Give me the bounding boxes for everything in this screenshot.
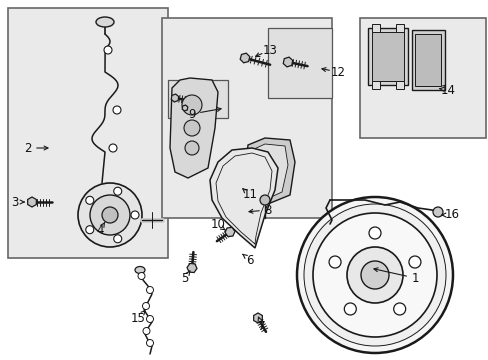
- Polygon shape: [170, 78, 218, 178]
- Bar: [267, 28, 331, 98]
- Bar: [8, 8, 168, 258]
- Circle shape: [183, 120, 200, 136]
- Polygon shape: [244, 138, 294, 208]
- Text: 12: 12: [330, 66, 345, 78]
- Bar: [371, 81, 379, 89]
- Circle shape: [85, 226, 94, 234]
- Circle shape: [304, 204, 445, 346]
- Circle shape: [102, 207, 118, 223]
- Circle shape: [408, 256, 420, 268]
- Bar: [359, 18, 485, 138]
- Circle shape: [142, 302, 149, 310]
- Text: 11: 11: [242, 189, 257, 202]
- Circle shape: [260, 195, 269, 205]
- Text: 7: 7: [258, 320, 265, 333]
- Text: 14: 14: [440, 84, 454, 96]
- Text: 6: 6: [246, 253, 253, 266]
- Bar: [395, 81, 403, 89]
- Circle shape: [296, 197, 452, 353]
- Text: 8: 8: [264, 203, 271, 216]
- Circle shape: [393, 303, 405, 315]
- Circle shape: [113, 106, 121, 114]
- Bar: [168, 80, 227, 118]
- Polygon shape: [371, 32, 403, 81]
- Text: 16: 16: [444, 208, 459, 221]
- Circle shape: [182, 95, 202, 115]
- Circle shape: [328, 256, 340, 268]
- Polygon shape: [247, 144, 287, 203]
- Text: 9: 9: [188, 108, 195, 121]
- Text: 2: 2: [24, 141, 32, 154]
- Circle shape: [432, 207, 442, 217]
- Circle shape: [90, 195, 130, 235]
- Text: 13: 13: [262, 44, 277, 57]
- Text: 4: 4: [96, 224, 103, 237]
- Text: 3: 3: [11, 195, 19, 208]
- Circle shape: [142, 328, 150, 334]
- Ellipse shape: [135, 266, 145, 274]
- Ellipse shape: [96, 17, 114, 27]
- Circle shape: [114, 235, 122, 243]
- Circle shape: [131, 211, 139, 219]
- Circle shape: [312, 213, 436, 337]
- Circle shape: [146, 315, 153, 323]
- Circle shape: [344, 303, 356, 315]
- Polygon shape: [367, 28, 407, 85]
- Text: 15: 15: [130, 311, 145, 324]
- Circle shape: [146, 287, 153, 293]
- Circle shape: [184, 141, 199, 155]
- Circle shape: [109, 144, 117, 152]
- Circle shape: [360, 261, 388, 289]
- Circle shape: [368, 227, 380, 239]
- Bar: [162, 18, 331, 218]
- Polygon shape: [411, 30, 444, 90]
- Text: 1: 1: [410, 271, 418, 284]
- Polygon shape: [414, 34, 440, 86]
- Text: 5: 5: [181, 271, 188, 284]
- Circle shape: [346, 247, 402, 303]
- Circle shape: [138, 273, 145, 279]
- Polygon shape: [209, 148, 278, 248]
- Text: 10: 10: [210, 219, 225, 231]
- Circle shape: [114, 187, 122, 195]
- Bar: [371, 24, 379, 32]
- Circle shape: [146, 339, 153, 346]
- Circle shape: [78, 183, 142, 247]
- Circle shape: [104, 46, 112, 54]
- Circle shape: [85, 196, 94, 204]
- Bar: [395, 24, 403, 32]
